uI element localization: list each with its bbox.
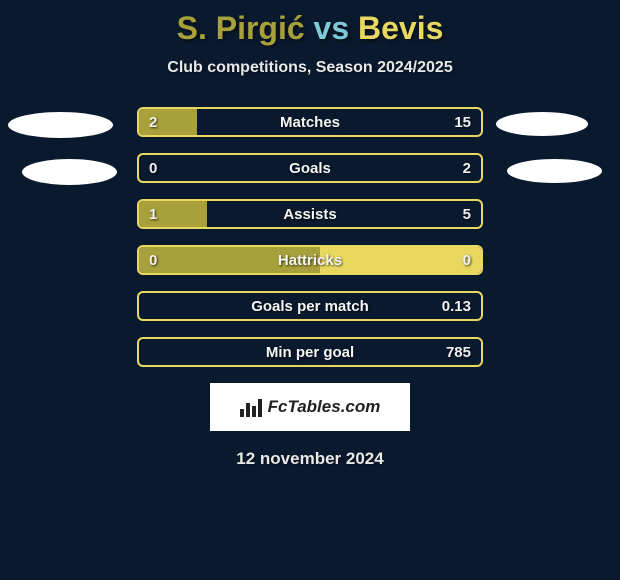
stat-row: 00Hattricks (137, 245, 483, 275)
stat-label: Matches (139, 114, 481, 131)
stat-label: Goals (139, 160, 481, 177)
stat-label: Goals per match (139, 298, 481, 315)
stat-label: Assists (139, 206, 481, 223)
player2-badge-placeholder-1 (496, 112, 588, 136)
stat-label: Hattricks (139, 252, 481, 269)
date-text: 12 november 2024 (0, 449, 620, 469)
page-title: S. Pirgić vs Bevis (0, 10, 620, 47)
stat-row: 15Assists (137, 199, 483, 229)
player1-badge-placeholder-2 (22, 159, 117, 185)
player2-name: Bevis (358, 10, 443, 46)
stat-row: 0.13Goals per match (137, 291, 483, 321)
comparison-card: S. Pirgić vs Bevis Club competitions, Se… (0, 0, 620, 469)
chart-icon (240, 397, 262, 417)
logo-text: FcTables.com (268, 397, 381, 417)
vs-text: vs (314, 10, 350, 46)
player2-badge-placeholder-2 (507, 159, 602, 183)
player1-badge-placeholder-1 (8, 112, 113, 138)
stat-row: 02Goals (137, 153, 483, 183)
stat-label: Min per goal (139, 344, 481, 361)
player1-name: S. Pirgić (177, 10, 305, 46)
stat-row: 785Min per goal (137, 337, 483, 367)
stat-row: 215Matches (137, 107, 483, 137)
logo-box[interactable]: FcTables.com (210, 383, 410, 431)
subtitle: Club competitions, Season 2024/2025 (0, 59, 620, 77)
stats-area: 215Matches 02Goals 15Assists 00Hattricks 0.1… (0, 107, 620, 367)
stat-bars: 215Matches 02Goals 15Assists 00Hattricks 0.1… (137, 107, 483, 367)
